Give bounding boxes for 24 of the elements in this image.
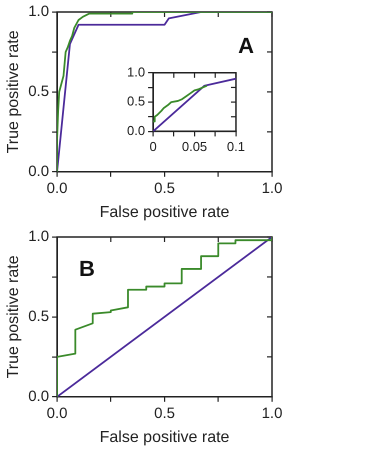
x-tick-label: 1.0 [262, 404, 282, 422]
x-axis-title: False positive rate [100, 204, 230, 221]
y-axis-title: True positive rate [5, 255, 22, 378]
x-tick-label: 0.0 [46, 180, 68, 197]
x-axis-title: False positive rate [100, 428, 230, 446]
y-tick-label: 0.0 [28, 388, 50, 405]
y-tick-label: 1.0 [28, 3, 50, 20]
annotation: B [79, 256, 95, 282]
x-tick-label: 0.5 [154, 404, 175, 422]
y-tick-label: 1.0 [28, 228, 50, 246]
y-tick-label: 0.5 [126, 94, 146, 109]
y-tick-label: 0.0 [28, 162, 50, 180]
x-tick-label: 1.0 [262, 180, 282, 197]
x-tick-label: 0.5 [154, 180, 175, 197]
y-tick-label: 1.0 [126, 64, 146, 80]
x-tick-label: 0.05 [182, 138, 208, 154]
x-tick-label: 0.1 [226, 138, 246, 154]
x-tick-label: 0 [149, 138, 157, 154]
x-tick-label: 0.0 [46, 404, 68, 422]
y-tick-label: 0.5 [28, 308, 50, 326]
y-tick-label: 0.5 [28, 83, 50, 100]
y-tick-label: 0.0 [126, 122, 146, 138]
annotation: A [238, 33, 254, 58]
y-axis-title: True positive rate [5, 30, 22, 154]
